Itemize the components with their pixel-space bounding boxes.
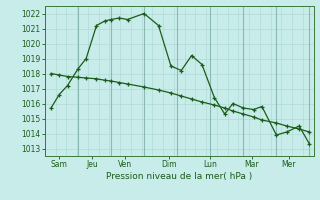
X-axis label: Pression niveau de la mer( hPa ): Pression niveau de la mer( hPa ) [106,172,252,181]
